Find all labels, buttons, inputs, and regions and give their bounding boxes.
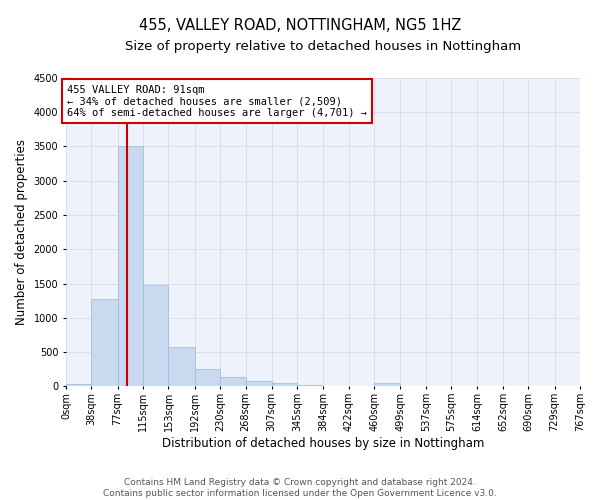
Title: Size of property relative to detached houses in Nottingham: Size of property relative to detached ho… bbox=[125, 40, 521, 53]
Bar bbox=[66, 384, 91, 386]
Bar bbox=[374, 383, 400, 386]
Y-axis label: Number of detached properties: Number of detached properties bbox=[15, 139, 28, 325]
Bar bbox=[297, 385, 323, 386]
Bar bbox=[91, 300, 118, 386]
Bar bbox=[272, 384, 297, 386]
Bar bbox=[220, 378, 245, 386]
Bar bbox=[143, 285, 169, 386]
Bar bbox=[194, 369, 220, 386]
Text: 455, VALLEY ROAD, NOTTINGHAM, NG5 1HZ: 455, VALLEY ROAD, NOTTINGHAM, NG5 1HZ bbox=[139, 18, 461, 32]
Text: Contains HM Land Registry data © Crown copyright and database right 2024.
Contai: Contains HM Land Registry data © Crown c… bbox=[103, 478, 497, 498]
Bar bbox=[245, 381, 272, 386]
Bar bbox=[169, 346, 194, 387]
Text: 455 VALLEY ROAD: 91sqm
← 34% of detached houses are smaller (2,509)
64% of semi-: 455 VALLEY ROAD: 91sqm ← 34% of detached… bbox=[67, 84, 367, 118]
Bar bbox=[118, 146, 143, 386]
X-axis label: Distribution of detached houses by size in Nottingham: Distribution of detached houses by size … bbox=[162, 437, 484, 450]
